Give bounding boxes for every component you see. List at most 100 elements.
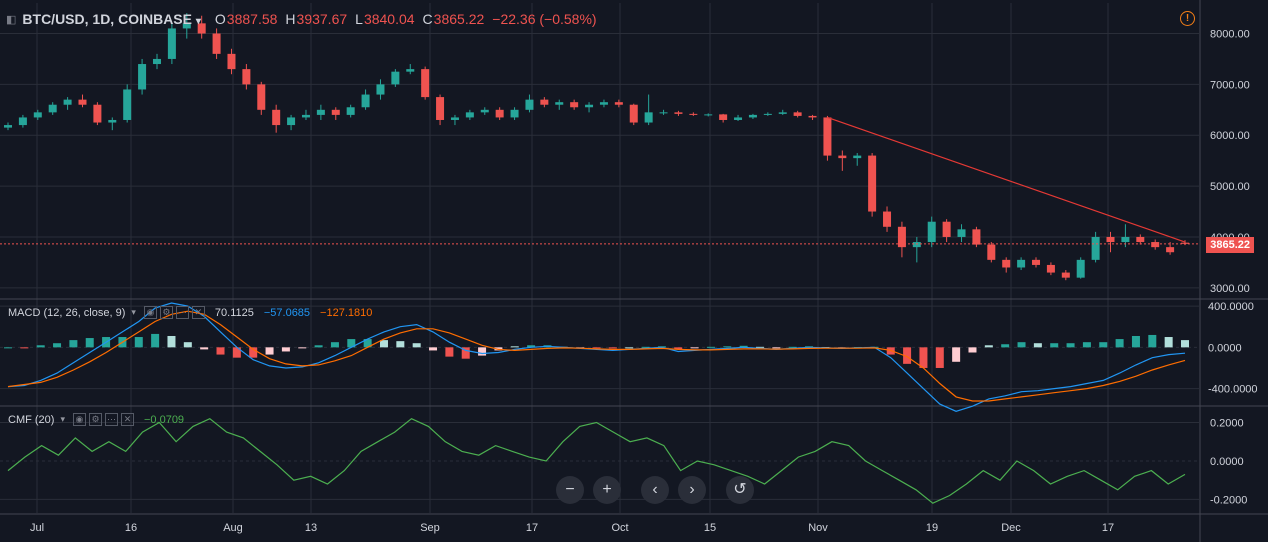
candle-body (123, 89, 132, 120)
candle-body (525, 99, 534, 110)
candle-body (242, 69, 251, 85)
macd-histogram-bar (1099, 342, 1108, 348)
macd-caret[interactable]: ▾ (131, 307, 136, 317)
macd-histogram-bar (429, 347, 438, 351)
macd-line-value: −57.0685 (263, 306, 311, 319)
macd-legend: MACD (12, 26, close, 9) ▾ ◉ ⚙ ⋯ ✕ 70.112… (8, 306, 382, 319)
price-tick-label: 5000.00 (1210, 181, 1250, 193)
candle-body (316, 109, 325, 115)
macd-histogram-bar (1131, 335, 1140, 348)
candle-body (138, 64, 147, 90)
candle-body (689, 113, 698, 115)
cmf-tick-label: 0.0000 (1210, 456, 1244, 468)
candle-body (629, 104, 638, 123)
more-icon[interactable]: ⋯ (175, 306, 189, 319)
macd-histogram-bar (445, 347, 454, 357)
candle-body (421, 69, 430, 98)
macd-title[interactable]: MACD (12, 26, close, 9) (8, 306, 126, 319)
candle-body (540, 99, 549, 105)
macd-histogram-bar (984, 345, 993, 348)
cmf-value: −0.0709 (143, 413, 185, 426)
time-tick-label: 17 (1102, 522, 1114, 534)
macd-histogram-bar (167, 335, 176, 348)
candle-body (465, 112, 474, 118)
candle-body (704, 114, 713, 116)
macd-line (7, 302, 1186, 412)
candle-body (1136, 236, 1145, 243)
candle-body (1046, 264, 1055, 273)
chart-navigation: − + ‹ › ↺ (556, 476, 763, 504)
candle-body (1017, 259, 1026, 268)
candle-body (48, 104, 57, 113)
symbol-title[interactable]: BTC/USD, 1D, COINBASE ▾ (22, 11, 201, 27)
candle-body (1032, 259, 1041, 265)
cmf-caret[interactable]: ▾ (60, 414, 65, 424)
macd-histogram-bar (478, 347, 487, 356)
candle-body (719, 114, 728, 120)
candle-body (1106, 236, 1115, 243)
candle-body (301, 114, 310, 118)
settings-icon[interactable]: ⚙ (159, 306, 173, 319)
candle-body (942, 221, 951, 237)
more-icon[interactable]: ⋯ (104, 413, 118, 426)
cmf-legend: CMF (20) ▾ ◉ ⚙ ⋯ ✕ −0.0709 (8, 413, 194, 426)
candle-body (361, 94, 370, 108)
time-tick-label: 17 (526, 522, 538, 534)
time-tick-label: 15 (704, 522, 716, 534)
reset-chart-button[interactable]: ↺ (726, 476, 754, 504)
candle-body (585, 104, 594, 108)
visibility-icon[interactable]: ◉ (72, 413, 86, 426)
candle-body (227, 53, 236, 70)
candle-body (480, 109, 489, 113)
warning-icon[interactable]: ! (1180, 11, 1195, 26)
current-price-label: 3865.22 (1206, 237, 1254, 253)
cmf-tick-label: 0.2000 (1210, 418, 1244, 430)
candle-body (868, 155, 877, 212)
macd-histogram-bar (608, 347, 617, 349)
scroll-forward-button[interactable]: › (678, 476, 706, 504)
candle-body (33, 112, 42, 118)
candle-body (1002, 259, 1011, 268)
macd-histogram-bar (1001, 344, 1010, 348)
zoom-out-button[interactable]: − (556, 476, 584, 504)
candle-body (778, 112, 787, 114)
scroll-back-button[interactable]: ‹ (641, 476, 669, 504)
macd-histogram-bar (919, 347, 928, 368)
candle-body (1091, 236, 1100, 260)
close-value: 3865.22 (433, 11, 485, 27)
candle-body (376, 84, 385, 95)
price-tick-label: 6000.00 (1210, 130, 1250, 142)
candle-body (108, 119, 117, 123)
candle-body (510, 109, 519, 118)
macd-histogram-bar (232, 347, 241, 358)
candle-body (1166, 247, 1175, 253)
candle-body (1151, 242, 1160, 248)
flag-icon[interactable]: ◧ (6, 13, 17, 26)
candle-body (450, 117, 459, 120)
cmf-title[interactable]: CMF (20) (8, 413, 55, 426)
candle-body (391, 71, 400, 85)
signal-line (7, 310, 1186, 402)
macd-histogram-bar (510, 346, 519, 348)
settings-icon[interactable]: ⚙ (88, 413, 102, 426)
macd-tick-label: 0.0000 (1208, 342, 1242, 354)
macd-tick-label: 400.0000 (1208, 301, 1254, 313)
candle-body (1121, 236, 1130, 243)
time-tick-label: Nov (808, 522, 828, 534)
macd-tick-label: -400.0000 (1208, 384, 1258, 396)
candle-body (987, 244, 996, 260)
open-label: O (214, 11, 226, 27)
price-tick-label: 3000.00 (1210, 283, 1250, 295)
close-icon[interactable]: ✕ (120, 413, 134, 426)
candle-body (4, 125, 12, 128)
macd-histogram-bar (281, 347, 290, 352)
macd-histogram-bar (903, 347, 912, 364)
zoom-in-button[interactable]: + (593, 476, 621, 504)
visibility-icon[interactable]: ◉ (143, 306, 157, 319)
candle-body (331, 109, 340, 115)
candle-body (167, 28, 176, 59)
close-icon[interactable]: ✕ (191, 306, 205, 319)
candle-body (748, 114, 757, 118)
macd-hist-value: 70.1125 (214, 306, 254, 319)
